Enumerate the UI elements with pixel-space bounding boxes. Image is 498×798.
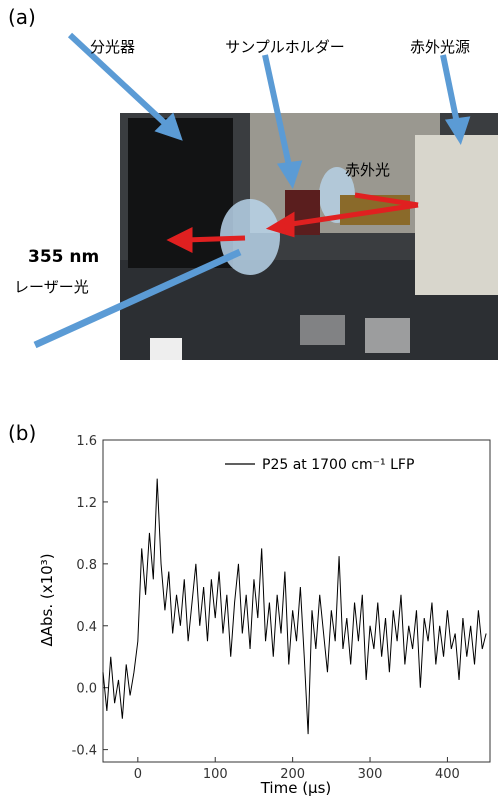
y-tick-label: 0.4 [76, 620, 97, 635]
y-tick-label: 1.2 [76, 496, 97, 511]
pointers [33, 32, 471, 349]
label: サンプルホルダー [225, 38, 345, 56]
label: 赤外光 [345, 161, 390, 179]
panel-label: (a) [8, 5, 36, 29]
y-tick-label: 0.0 [76, 682, 97, 697]
x-tick-label: 200 [280, 767, 305, 782]
x-tick-label: 0 [134, 767, 142, 782]
label: 355 nm [28, 247, 99, 267]
x-tick-label: 100 [203, 767, 228, 782]
data-line [102, 478, 487, 735]
x-tick-label: 300 [358, 767, 383, 782]
x-axis-title: Time (µs) [260, 779, 332, 797]
panel-label: (b) [8, 421, 36, 445]
x-tick-label: 400 [435, 767, 460, 782]
plot-frame [102, 439, 491, 763]
legend-label: P25 at 1700 cm⁻¹ LFP [262, 457, 414, 473]
y-tick-label: 1.6 [76, 434, 97, 449]
label: 分光器 [90, 38, 135, 56]
y-axis-title: ΔAbs. (x10³) [38, 553, 56, 646]
label: レーザー光 [14, 278, 89, 296]
label: 赤外光源 [410, 38, 470, 56]
beam-arrows [166, 192, 419, 254]
y-tick-label: 0.8 [76, 558, 97, 573]
y-tick-label: -0.4 [72, 744, 97, 759]
